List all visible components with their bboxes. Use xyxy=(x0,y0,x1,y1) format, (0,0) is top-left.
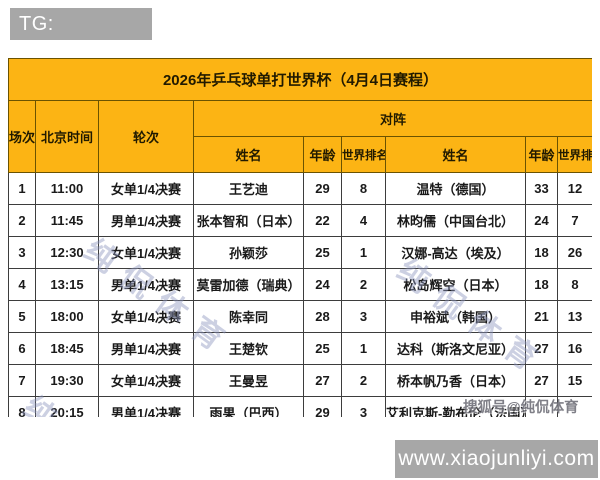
player1-age: 24 xyxy=(303,268,342,301)
match-no: 5 xyxy=(8,300,36,333)
col-header-rank-1: 世界排名 xyxy=(341,136,386,173)
match-round: 女单1/4决赛 xyxy=(98,364,194,397)
match-no: 8 xyxy=(8,396,36,417)
match-no: 1 xyxy=(8,172,36,205)
col-header-round: 轮次 xyxy=(98,100,194,173)
player2-age: 27 xyxy=(525,332,558,365)
match-time: 18:00 xyxy=(35,300,99,333)
player2-age xyxy=(525,396,558,417)
match-round: 女单1/4决赛 xyxy=(98,300,194,333)
player1-age: 22 xyxy=(303,204,342,237)
match-schedule-grid: 2026年乒乓球单打世界杯（4月4日赛程） 场次 北京时间 轮次 对阵 姓名 年… xyxy=(8,58,592,417)
match-time: 20:15 xyxy=(35,396,99,417)
player2-rank: 13 xyxy=(556,300,592,333)
match-round: 女单1/4决赛 xyxy=(98,236,194,269)
player1-age: 29 xyxy=(303,396,342,417)
player1-name: 张本智和（日本） xyxy=(193,204,304,237)
match-no: 2 xyxy=(8,204,36,237)
table-title: 2026年乒乓球单打世界杯（4月4日赛程） xyxy=(8,58,592,101)
player2-age: 24 xyxy=(525,204,558,237)
player2-age: 21 xyxy=(525,300,558,333)
player1-name: 陈幸同 xyxy=(193,300,304,333)
match-round: 女单1/4决赛 xyxy=(98,172,194,205)
player1-rank: 3 xyxy=(341,300,386,333)
match-time: 18:45 xyxy=(35,332,99,365)
table-row: 7 19:30 女单1/4决赛 王曼昱 27 2 桥本帆乃香（日本） 27 15 xyxy=(8,364,592,397)
table-row: 8 20:15 男单1/4决赛 雨果（巴西） 29 3 艾利克斯-勒布伦（法国） xyxy=(8,396,592,417)
match-time: 11:00 xyxy=(35,172,99,205)
player1-age: 25 xyxy=(303,236,342,269)
col-header-age-2: 年龄 xyxy=(525,136,558,173)
player1-rank: 1 xyxy=(341,236,386,269)
player1-rank: 1 xyxy=(341,332,386,365)
player1-name: 王曼昱 xyxy=(193,364,304,397)
match-time: 11:45 xyxy=(35,204,99,237)
player2-name: 汉娜-高达（埃及） xyxy=(385,236,526,269)
schedule-table: 2026年乒乓球单打世界杯（4月4日赛程） 场次 北京时间 轮次 对阵 姓名 年… xyxy=(8,58,592,417)
player2-rank: 7 xyxy=(556,204,592,237)
player2-rank: 16 xyxy=(556,332,592,365)
player2-name: 桥本帆乃香（日本） xyxy=(385,364,526,397)
col-header-age-1: 年龄 xyxy=(303,136,342,173)
col-header-name-1: 姓名 xyxy=(193,136,304,173)
col-header-time: 北京时间 xyxy=(35,100,99,173)
player2-rank: 8 xyxy=(556,268,592,301)
match-time: 13:15 xyxy=(35,268,99,301)
player2-rank: 26 xyxy=(556,236,592,269)
player1-name: 王艺迪 xyxy=(193,172,304,205)
player1-age: 27 xyxy=(303,364,342,397)
match-time: 19:30 xyxy=(35,364,99,397)
player1-name: 雨果（巴西） xyxy=(193,396,304,417)
player2-age: 18 xyxy=(525,236,558,269)
player1-rank: 2 xyxy=(341,268,386,301)
table-row: 1 11:00 女单1/4决赛 王艺迪 29 8 温特（德国） 33 12 xyxy=(8,172,592,205)
player2-rank: 15 xyxy=(556,364,592,397)
col-header-name-2: 姓名 xyxy=(385,136,526,173)
player2-age: 27 xyxy=(525,364,558,397)
player1-age: 28 xyxy=(303,300,342,333)
website-url-bar: www.xiaojunliyi.com xyxy=(395,440,598,478)
table-row: 4 13:15 男单1/4决赛 莫雷加德（瑞典） 24 2 松岛辉空（日本） 1… xyxy=(8,268,592,301)
col-header-rank-2: 世界排名 xyxy=(556,136,592,173)
match-round: 男单1/4决赛 xyxy=(98,268,194,301)
match-round: 男单1/4决赛 xyxy=(98,396,194,417)
player1-age: 29 xyxy=(303,172,342,205)
player2-rank: 12 xyxy=(556,172,592,205)
player2-name: 申裕斌（韩国） xyxy=(385,300,526,333)
player1-name: 莫雷加德（瑞典） xyxy=(193,268,304,301)
player2-age: 18 xyxy=(525,268,558,301)
player1-name: 孙颖莎 xyxy=(193,236,304,269)
table-row: 2 11:45 男单1/4决赛 张本智和（日本） 22 4 林昀儒（中国台北） … xyxy=(8,204,592,237)
player1-rank: 4 xyxy=(341,204,386,237)
match-round: 男单1/4决赛 xyxy=(98,204,194,237)
tg-channel-badge: TG: MYYJJPP xyxy=(10,8,152,67)
player1-rank: 3 xyxy=(341,396,386,417)
match-no: 7 xyxy=(8,364,36,397)
player1-rank: 8 xyxy=(341,172,386,205)
player1-name: 王楚钦 xyxy=(193,332,304,365)
match-time: 12:30 xyxy=(35,236,99,269)
match-no: 3 xyxy=(8,236,36,269)
player2-name: 林昀儒（中国台北） xyxy=(385,204,526,237)
table-row: 3 12:30 女单1/4决赛 孙颖莎 25 1 汉娜-高达（埃及） 18 26 xyxy=(8,236,592,269)
player2-age: 33 xyxy=(525,172,558,205)
col-header-match: 场次 xyxy=(8,100,36,173)
player2-name: 松岛辉空（日本） xyxy=(385,268,526,301)
player2-name: 达科（斯洛文尼亚） xyxy=(385,332,526,365)
player1-rank: 2 xyxy=(341,364,386,397)
player1-age: 25 xyxy=(303,332,342,365)
player2-name: 艾利克斯-勒布伦（法国） xyxy=(385,396,526,417)
table-row: 5 18:00 女单1/4决赛 陈幸同 28 3 申裕斌（韩国） 21 13 xyxy=(8,300,592,333)
table-row: 6 18:45 男单1/4决赛 王楚钦 25 1 达科（斯洛文尼亚） 27 16 xyxy=(8,332,592,365)
col-header-matchup: 对阵 xyxy=(192,100,592,137)
match-no: 6 xyxy=(8,332,36,365)
player2-name: 温特（德国） xyxy=(385,172,526,205)
match-no: 4 xyxy=(8,268,36,301)
match-round: 男单1/4决赛 xyxy=(98,332,194,365)
player2-rank xyxy=(556,396,592,417)
